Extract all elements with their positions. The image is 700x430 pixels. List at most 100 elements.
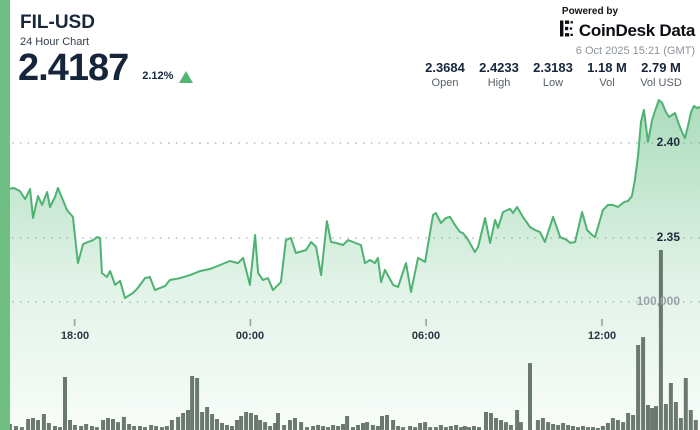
- volume-bar: [154, 426, 159, 430]
- volume-bar: [195, 378, 200, 430]
- volume-bar: [641, 337, 646, 430]
- volume-bar: [36, 420, 40, 430]
- volume-bar: [591, 427, 595, 430]
- chart-header: FIL-USD 24 Hour Chart: [20, 12, 95, 48]
- volume-bar: [418, 423, 423, 430]
- volume-bar: [68, 420, 72, 430]
- x-tick-mark: [73, 319, 76, 326]
- volume-bar: [433, 427, 438, 430]
- price-line: [0, 99, 700, 299]
- volume-bar: [518, 422, 523, 430]
- volume-bar: [600, 426, 605, 430]
- volume-bar: [149, 425, 154, 430]
- volume-bar: [138, 426, 142, 430]
- volume-bar: [503, 422, 508, 430]
- stat-vol-label: Vol: [599, 77, 615, 89]
- volume-bar: [610, 418, 615, 430]
- volume-bar: [546, 422, 551, 430]
- volume-bar: [556, 425, 561, 430]
- stat-open-label: Open: [431, 77, 459, 89]
- stat-vol: 1.18 M Vol: [580, 60, 634, 89]
- volume-bar: [370, 425, 375, 430]
- volume-bar: [239, 416, 244, 430]
- powered-by-label: Powered by: [561, 6, 619, 17]
- volume-bar: [595, 428, 600, 430]
- stat-open-value: 2.3684: [425, 60, 465, 75]
- symbol-title: FIL-USD: [20, 12, 95, 33]
- volume-bar: [205, 407, 210, 430]
- volume-bar: [540, 418, 545, 430]
- volume-bars: [7, 250, 698, 430]
- volume-bar: [186, 410, 190, 430]
- volume-bar: [26, 419, 31, 430]
- volume-bar: [84, 424, 89, 430]
- x-axis-ticks: [73, 319, 603, 326]
- volume-bar: [299, 422, 304, 430]
- volume-bar: [79, 426, 84, 430]
- volume-bar: [489, 413, 493, 430]
- coindesk-brand-link[interactable]: CoinDesk Data: [559, 20, 695, 42]
- stat-low-label: Low: [542, 77, 564, 89]
- volume-bar: [380, 416, 384, 430]
- volume-bar: [19, 427, 24, 430]
- volume-bar: [41, 414, 46, 430]
- volume-bar: [190, 376, 195, 430]
- volume-bar: [615, 420, 620, 430]
- volume-bar: [658, 250, 663, 430]
- volume-bar: [31, 418, 35, 430]
- volume-bar: [438, 425, 443, 430]
- change-percent: 2.12%: [142, 70, 174, 82]
- volume-bar: [626, 413, 631, 430]
- volume-bar: [127, 424, 132, 430]
- volume-bar: [181, 413, 186, 430]
- stat-vol-usd: 2.79 M Vol USD: [634, 60, 688, 89]
- volume-bar: [116, 422, 120, 430]
- volume-bar: [459, 427, 464, 430]
- volume-bar: [249, 413, 253, 430]
- price-area-fill: [0, 100, 700, 430]
- volume-bar: [448, 426, 453, 430]
- volume-bar: [326, 427, 331, 430]
- volume-bar: [688, 410, 693, 430]
- volume-bar: [484, 412, 488, 430]
- volume-bar: [169, 420, 174, 430]
- volume-bar: [220, 423, 224, 430]
- volume-bar: [276, 413, 280, 430]
- volume-bar: [650, 408, 655, 430]
- volume-bar: [235, 420, 239, 430]
- x-tick-mark: [601, 319, 603, 326]
- volume-bar: [566, 425, 571, 430]
- volume-bar: [63, 377, 67, 430]
- volume-bar: [258, 420, 263, 430]
- volume-bar: [121, 416, 126, 430]
- volume-bar: [176, 416, 181, 430]
- timestamp: 6 Oct 2025 15:21 (GMT): [575, 45, 695, 57]
- volume-bar: [423, 422, 428, 430]
- volume-bar: [356, 425, 360, 430]
- volume-bar: [160, 427, 164, 430]
- volume-bar: [668, 383, 673, 430]
- volume-bar: [654, 406, 658, 430]
- volume-bar: [365, 422, 370, 430]
- volume-bar: [316, 425, 321, 430]
- powered-by-block: Powered by CoinDesk Data 6 Oct 2025: [559, 6, 695, 57]
- volume-bar: [408, 426, 413, 430]
- stat-vol-usd-label: Vol USD: [640, 77, 682, 89]
- volume-bar: [515, 410, 520, 430]
- volume-bar: [351, 427, 355, 430]
- volume-bar: [477, 427, 481, 430]
- stat-low-value: 2.3183: [533, 60, 573, 75]
- coindesk-brand-name: CoinDesk Data: [578, 21, 695, 40]
- volume-bar: [341, 424, 345, 430]
- volume-bar: [143, 427, 147, 430]
- volume-bar: [244, 412, 249, 430]
- volume-bar: [508, 425, 513, 430]
- volume-bar: [683, 378, 688, 430]
- volume-bar: [132, 426, 137, 430]
- volume-bar: [396, 426, 401, 430]
- volume-bar: [200, 412, 205, 430]
- volume-bar: [336, 426, 341, 430]
- volume-bar: [528, 363, 532, 430]
